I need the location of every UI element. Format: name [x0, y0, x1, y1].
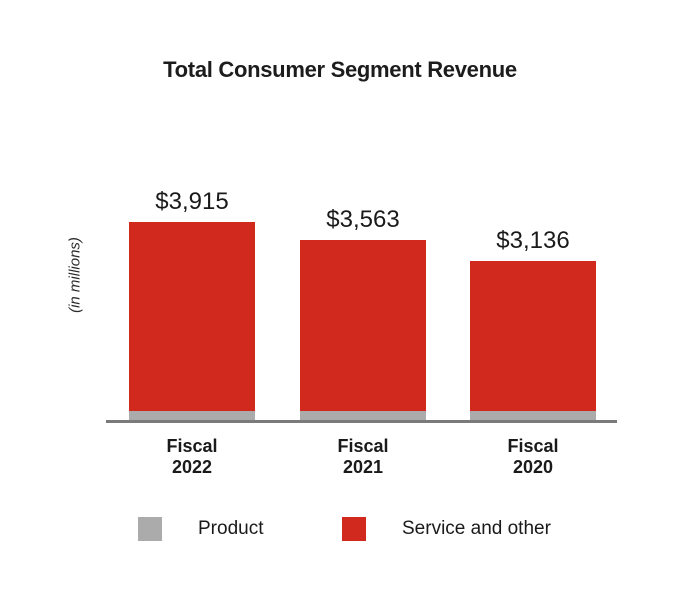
- bar-segment-product: [470, 411, 596, 420]
- bar-value-label: $3,915: [155, 188, 229, 215]
- x-axis-line: [106, 420, 617, 423]
- bar-value-label: $3,136: [496, 227, 570, 254]
- bar-segment-service: [129, 222, 255, 411]
- bar-segment-service: [300, 240, 426, 411]
- x-tick-label: Fiscal 2021: [337, 436, 389, 477]
- x-tick-label: Fiscal 2022: [166, 436, 218, 477]
- bar-segment-product: [129, 411, 255, 420]
- x-tick-label: Fiscal 2020: [507, 436, 559, 477]
- bar-segment-service: [470, 261, 596, 411]
- chart-title: Total Consumer Segment Revenue: [163, 57, 517, 82]
- bar-value-label: $3,563: [326, 206, 400, 233]
- bar-segment-product: [300, 411, 426, 420]
